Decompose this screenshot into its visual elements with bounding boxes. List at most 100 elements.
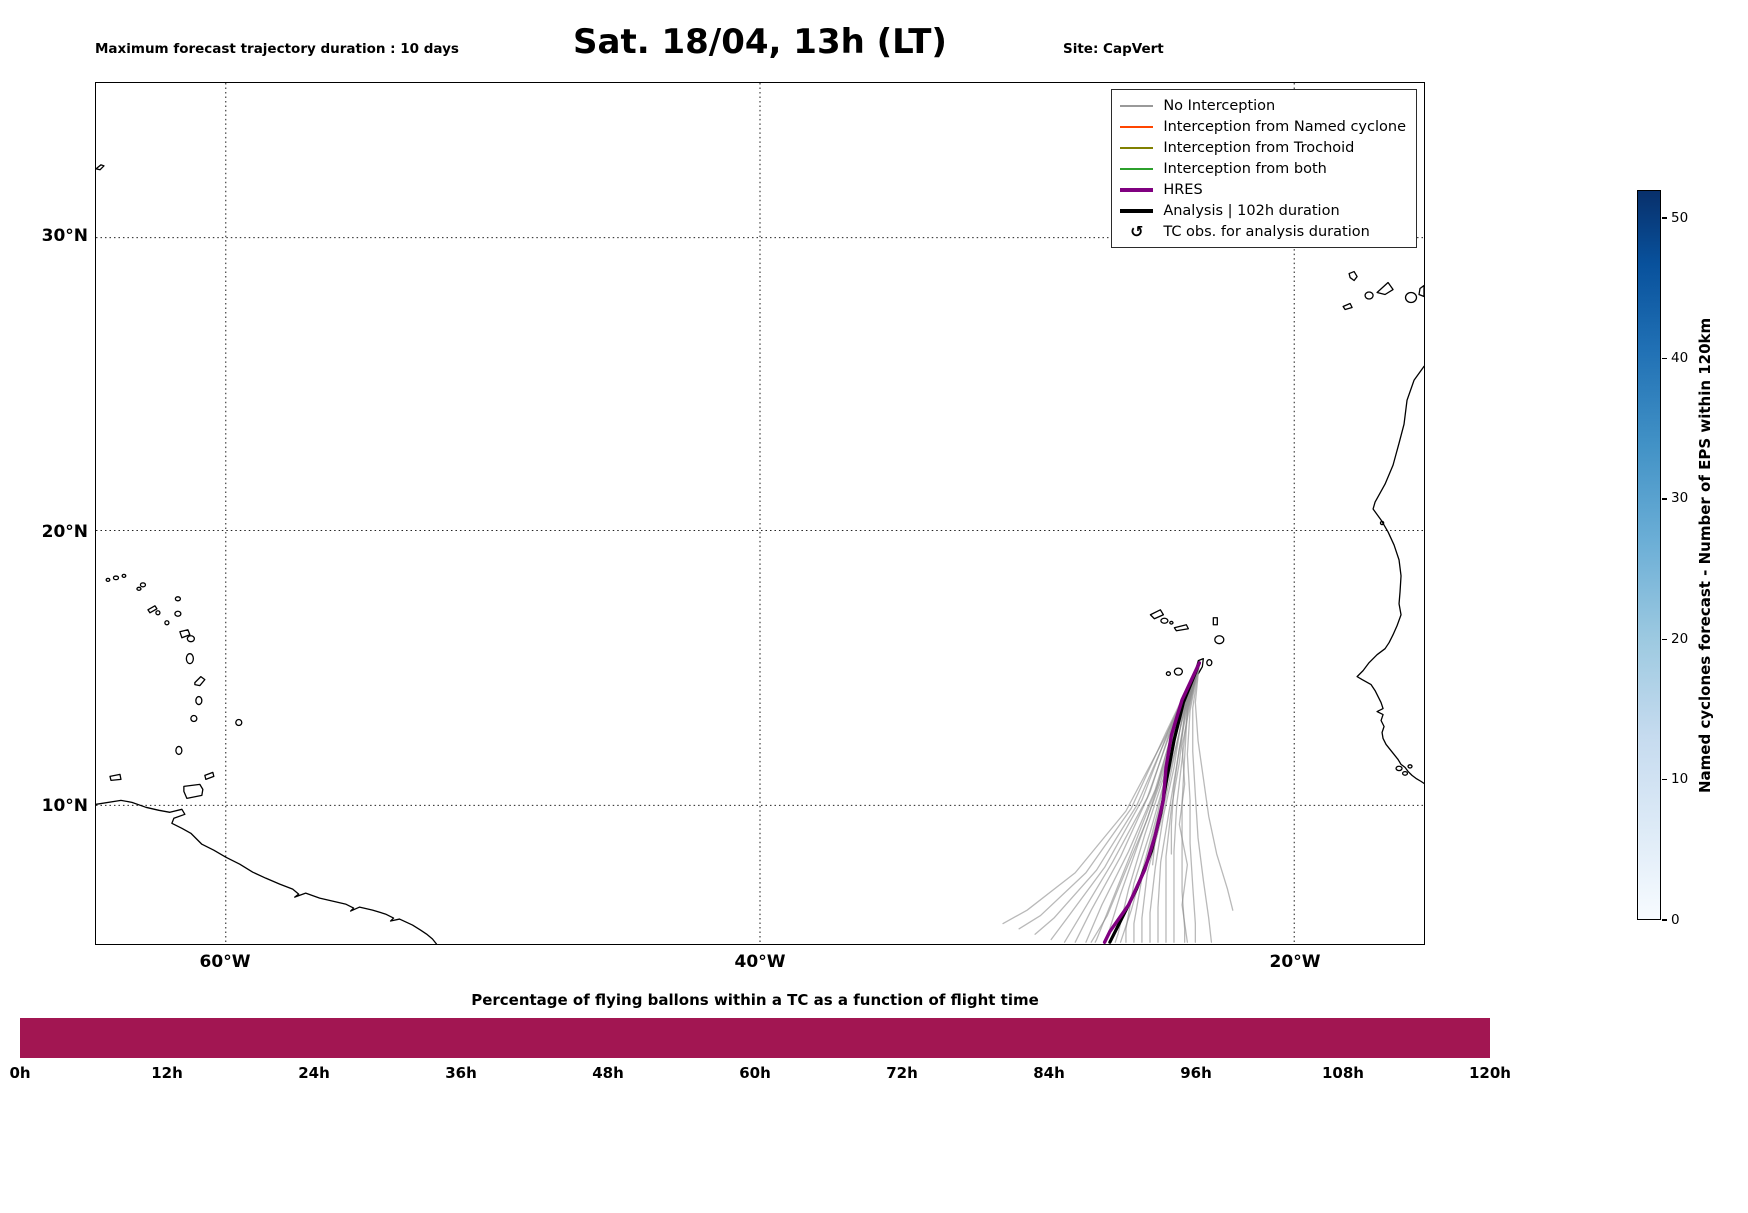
- colorbar-tickmark: [1662, 357, 1667, 360]
- island-tenerife: [1376, 281, 1394, 296]
- legend-line-swatch: [1120, 125, 1154, 128]
- island-arguin-1: [1379, 520, 1385, 526]
- eps-trajectory: [1178, 662, 1200, 943]
- x-tick-label: 60°W: [199, 952, 251, 972]
- island-st-vincent: [190, 714, 198, 723]
- island-grenada: [175, 745, 183, 756]
- flight-time-tick-label: 48h: [592, 1064, 624, 1082]
- page-title: Sat. 18/04, 13h (LT): [573, 22, 947, 62]
- island-guadeloupe: [179, 629, 191, 639]
- flight-time-tick-label: 24h: [298, 1064, 330, 1082]
- island-boa-vista: [1214, 635, 1225, 645]
- colorbar: [1637, 190, 1661, 920]
- colorbar-tick-label: 50: [1671, 209, 1689, 226]
- island-hierro: [1342, 302, 1353, 311]
- flight-time-tick-label: 72h: [886, 1064, 918, 1082]
- island-margarita: [109, 773, 122, 782]
- legend-label: Interception from both: [1163, 160, 1327, 177]
- eps-trajectory: [1157, 662, 1200, 943]
- flight-time-tick-label: 12h: [151, 1064, 183, 1082]
- island-st-lucia: [195, 695, 203, 706]
- x-tick-label: 20°W: [1269, 952, 1321, 972]
- flight-time-tick-label: 60h: [739, 1064, 771, 1082]
- eps-trajectory: [1192, 662, 1213, 943]
- eps-trajectory: [1002, 662, 1200, 925]
- eps-trajectory: [1186, 662, 1200, 943]
- island-fuerteventura: [1418, 284, 1424, 298]
- island-nevis: [155, 610, 161, 616]
- legend-line-swatch: [1120, 146, 1154, 149]
- island-bijagos-2: [1401, 770, 1409, 776]
- legend-label: Interception from Named cyclone: [1163, 118, 1406, 135]
- trajectory-layer: [1002, 661, 1234, 944]
- legend-label: No Interception: [1163, 97, 1276, 114]
- island-tobago: [204, 771, 215, 781]
- colorbar-tick-label: 30: [1671, 490, 1689, 507]
- island-santo-antao: [1149, 609, 1165, 620]
- island-sal: [1212, 617, 1218, 626]
- site-line: Site: CapVert: [1063, 41, 1164, 57]
- flight-time-bar: [20, 1018, 1490, 1058]
- flight-time-tick-label: 96h: [1180, 1064, 1212, 1082]
- flight-time-tick-label: 0h: [9, 1064, 31, 1082]
- legend-label: Interception from Trochoid: [1163, 139, 1355, 156]
- colorbar-tickmark: [1662, 217, 1667, 219]
- island-maio: [1206, 659, 1213, 667]
- coastline-africa: [1356, 365, 1424, 785]
- legend-label: HRES: [1163, 181, 1203, 198]
- legend-line-swatch: [1120, 187, 1154, 192]
- legend-item: Analysis | 102h duration: [1120, 200, 1406, 221]
- legend-item: Interception from Named cyclone: [1120, 116, 1406, 137]
- island-sao-vicente: [1160, 617, 1169, 624]
- tc-obs-icon: ↺: [1130, 221, 1144, 241]
- island-barbados: [235, 718, 243, 727]
- legend-item: Interception from both: [1120, 158, 1406, 179]
- colorbar-label: Named cyclones forecast - Number of EPS …: [1696, 317, 1714, 793]
- island-antigua: [174, 610, 182, 617]
- island-dominica: [185, 653, 195, 665]
- island-brava: [1165, 671, 1172, 677]
- legend-item: Interception from Trochoid: [1120, 137, 1406, 158]
- colorbar-tickmark: [1662, 919, 1667, 921]
- legend-label: Analysis | 102h duration: [1163, 202, 1340, 219]
- hres-trajectory: [1102, 661, 1202, 944]
- island-anguilla: [136, 586, 142, 591]
- flight-time-tick-label: 84h: [1033, 1064, 1065, 1082]
- island-virgin-1: [112, 575, 120, 581]
- island-santa-luzia: [1169, 620, 1174, 625]
- legend-line-swatch: [1120, 208, 1154, 213]
- flight-time-tick-label: 36h: [445, 1064, 477, 1082]
- flight-time-tick-label: 108h: [1322, 1064, 1364, 1082]
- island-martinique: [194, 675, 206, 687]
- legend-label: TC obs. for analysis duration: [1163, 223, 1370, 240]
- coastline-south-america: [96, 799, 438, 944]
- island-guadeloupe-east: [186, 635, 196, 643]
- colorbar-tickmark: [1662, 638, 1667, 640]
- map-plot: No Interception Interception from Named c…: [95, 82, 1425, 945]
- island-st-martin: [139, 582, 147, 588]
- island-montserrat: [164, 620, 170, 626]
- island-la-palma: [1348, 270, 1358, 282]
- legend-item: HRES: [1120, 179, 1406, 200]
- island-virgin-2: [105, 577, 111, 582]
- island-la-gomera: [1364, 291, 1374, 300]
- legend-item: No Interception: [1120, 95, 1406, 116]
- island-virgin-3: [121, 573, 127, 579]
- y-tick-label: 10°N: [41, 796, 88, 816]
- x-tick-label: 40°W: [734, 952, 786, 972]
- eps-trajectory: [1194, 662, 1234, 911]
- param-line: Maximum forecast trajectory duration : 1…: [95, 41, 459, 57]
- flight-bar-title: Percentage of flying ballons within a TC…: [471, 991, 1039, 1009]
- legend-item: ↺ TC obs. for analysis duration: [1120, 221, 1406, 242]
- island-bijagos-3: [1407, 764, 1413, 769]
- colorbar-tickmark: [1662, 498, 1667, 500]
- colorbar-tick-label: 0: [1671, 911, 1680, 928]
- eps-trajectory: [1034, 662, 1200, 935]
- eps-trajectory: [1018, 662, 1200, 930]
- colorbar-tick-label: 20: [1671, 630, 1689, 647]
- colorbar-tick-label: 10: [1671, 771, 1689, 788]
- island-sao-nicolau: [1173, 624, 1190, 632]
- island-trinidad: [183, 783, 204, 799]
- map-legend: No Interception Interception from Named c…: [1111, 89, 1417, 248]
